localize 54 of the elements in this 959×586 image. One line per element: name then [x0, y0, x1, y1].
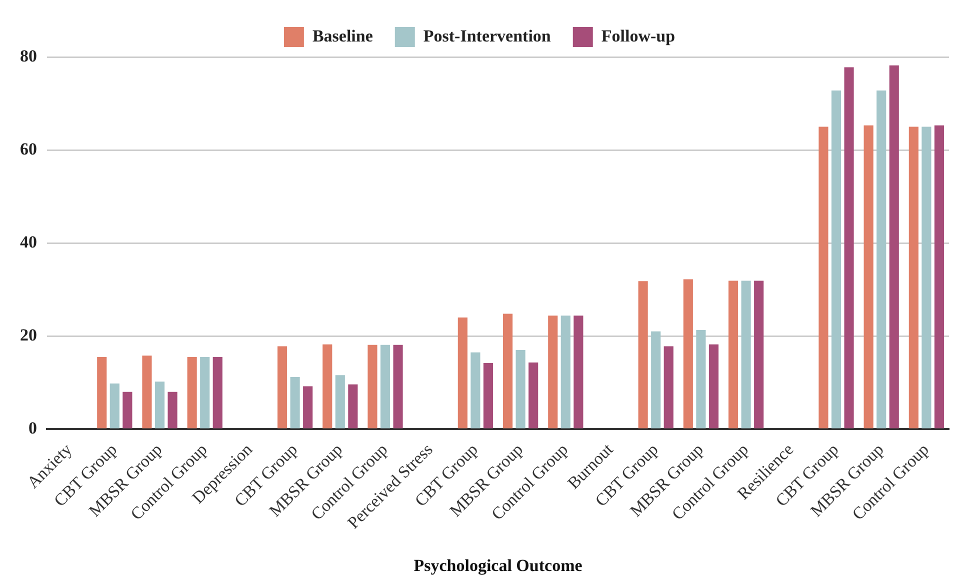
bar	[818, 126, 828, 428]
bar	[154, 382, 165, 428]
bar	[638, 281, 648, 428]
bar	[934, 125, 944, 428]
bar	[922, 126, 932, 428]
bar	[470, 352, 480, 428]
legend-label: Baseline	[312, 26, 374, 46]
y-tick-label: 40	[20, 232, 37, 252]
bar	[458, 317, 468, 428]
bar	[908, 126, 918, 428]
bar	[187, 356, 197, 428]
bar	[574, 316, 584, 428]
bar	[754, 280, 764, 428]
bar	[889, 65, 899, 428]
bar	[212, 356, 222, 428]
bar	[290, 376, 300, 428]
bar	[844, 67, 854, 428]
y-tick-label: 20	[20, 325, 37, 344]
bar	[97, 356, 107, 428]
bar	[876, 90, 886, 428]
bar	[122, 392, 132, 428]
bar	[683, 279, 693, 428]
bar	[393, 344, 403, 428]
bar	[322, 344, 332, 428]
bar	[664, 346, 674, 428]
bar	[483, 363, 494, 428]
bar	[516, 350, 526, 428]
bar	[560, 316, 570, 428]
bar	[548, 316, 558, 428]
bar	[303, 386, 313, 428]
bar	[864, 125, 874, 428]
legend-label: Post-Intervention	[423, 26, 552, 46]
bar	[651, 331, 661, 428]
y-tick-label: 80	[20, 46, 37, 66]
bar	[110, 383, 120, 428]
bar	[368, 344, 378, 428]
bar	[380, 344, 390, 428]
bar	[348, 384, 358, 428]
legend-label: Follow-up	[601, 26, 676, 46]
bar	[696, 330, 706, 428]
bar	[728, 280, 738, 428]
bar	[528, 362, 538, 428]
bar	[168, 392, 178, 428]
bar	[277, 346, 288, 428]
bar	[741, 280, 751, 428]
bar	[142, 356, 152, 428]
y-tick-label: 0	[28, 418, 37, 438]
bar	[708, 344, 719, 428]
bar	[831, 90, 842, 428]
bar	[335, 375, 345, 428]
y-tick-label: 60	[20, 139, 37, 158]
bar	[502, 314, 513, 428]
x-axis-title: Psychological Outcome	[414, 556, 583, 576]
bar	[200, 356, 210, 428]
